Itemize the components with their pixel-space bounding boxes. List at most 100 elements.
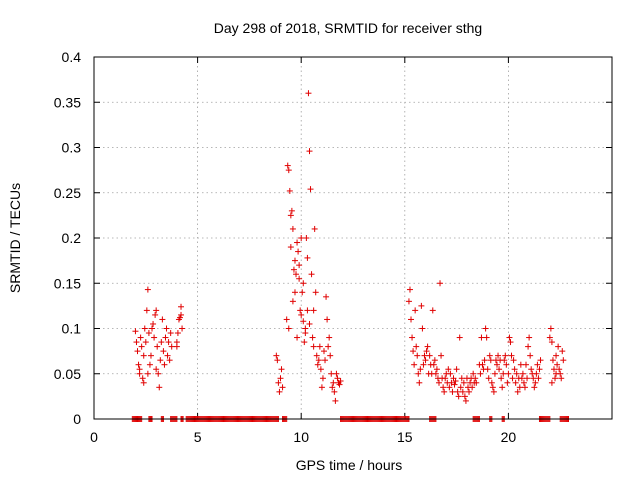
data-point [512,379,519,386]
data-points [129,90,572,422]
data-point [156,384,163,391]
data-point [289,298,296,305]
data-point [530,375,537,382]
data-point [320,348,327,355]
data-point [473,379,480,386]
data-point [317,366,324,373]
data-point [495,352,502,359]
data-point [308,271,315,278]
data-point [452,377,459,384]
data-point [413,343,420,350]
axis-ticks: 0 5 10 15 20 0 0.05 0.1 0.15 0.2 0.25 0.3 0.35 0.4 [54,49,612,445]
data-point [139,375,146,382]
data-point [141,325,148,332]
data-point [446,384,453,391]
data-point [279,384,286,391]
data-point [553,370,560,377]
data-point [167,330,174,337]
data-point [306,320,313,327]
data-point [448,379,455,386]
data-point [153,307,160,314]
data-point [133,339,140,346]
data-point [417,366,424,373]
data-point [333,370,340,377]
data-point [556,366,563,373]
data-point [466,388,473,395]
data-point [307,186,314,193]
data-point [149,325,156,332]
data-point [552,375,559,382]
data-point [140,352,147,359]
y-tick-label: 0.35 [54,94,81,110]
data-point [534,361,541,368]
data-point [535,375,542,382]
data-point [461,393,468,400]
data-point [157,357,164,364]
data-point [306,148,313,155]
data-point [484,366,491,373]
data-point [554,361,561,368]
data-point [405,298,412,305]
data-point [151,334,158,341]
data-point [491,370,498,377]
grid [94,57,612,419]
data-point [431,357,438,364]
data-point [527,352,534,359]
data-point [318,384,325,391]
data-point [531,384,538,391]
data-point [138,343,145,350]
data-point [316,343,323,350]
data-point [310,343,317,350]
data-point [455,393,462,400]
data-point [451,381,458,388]
data-point [336,381,343,388]
data-point [421,352,428,359]
data-point [287,244,294,251]
data-point [486,352,493,359]
data-point [411,361,418,368]
data-point [286,187,293,194]
x-axis-label: GPS time / hours [296,457,403,473]
data-point [469,384,476,391]
data-point [460,379,467,386]
data-point [154,343,161,350]
data-point [153,366,160,373]
data-point [418,302,425,309]
data-point [410,348,417,355]
data-point [291,289,298,296]
data-point [550,366,557,373]
data-point [313,352,320,359]
data-point [537,357,544,364]
data-point [498,375,505,382]
data-point [145,330,152,337]
data-point [504,379,511,386]
data-point [501,357,508,364]
data-point [408,316,415,323]
data-point [508,352,515,359]
y-tick-label: 0.3 [62,140,82,156]
data-point [296,275,303,282]
data-point [532,379,539,386]
data-point [523,361,530,368]
y-tick-label: 0.25 [54,185,81,201]
data-point [478,334,485,341]
data-point [158,339,165,346]
data-point [420,361,427,368]
data-point [514,388,521,395]
data-point [161,361,168,368]
data-point [277,375,284,382]
data-point [294,334,301,341]
data-point [278,366,285,373]
data-point [559,348,566,355]
data-point [488,379,495,386]
data-point [134,348,141,355]
x-tick-label: 0 [90,429,98,445]
data-point [331,388,338,395]
data-point [319,375,326,382]
data-point [135,361,142,368]
data-point [509,375,516,382]
data-point [296,262,303,269]
data-point [503,361,510,368]
data-point [142,339,149,346]
data-point [485,375,492,382]
